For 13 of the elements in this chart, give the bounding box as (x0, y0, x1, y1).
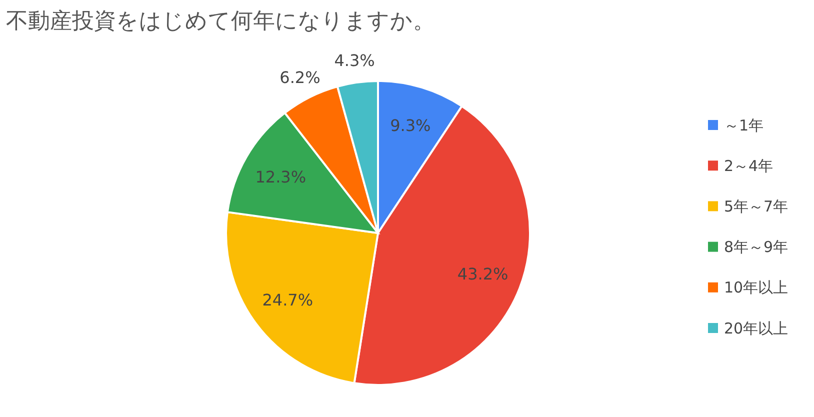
legend-label: 10年以上 (724, 278, 788, 297)
legend-label: 8年～9年 (724, 238, 788, 256)
data-label: 12.3% (255, 167, 306, 186)
legend-label: 20年以上 (724, 319, 788, 338)
data-label: 4.3% (334, 51, 375, 70)
data-label: 9.3% (390, 116, 431, 135)
data-label: 6.2% (280, 68, 320, 88)
chart-title: 不動産投資をはじめて何年になりますか。 (6, 9, 435, 34)
legend-label: ～1年 (724, 116, 764, 134)
legend-label: 5年～7年 (724, 197, 788, 216)
data-label: 24.7% (262, 290, 314, 310)
legend-label: 2～4年 (724, 156, 774, 175)
data-label: 43.2% (457, 264, 508, 284)
